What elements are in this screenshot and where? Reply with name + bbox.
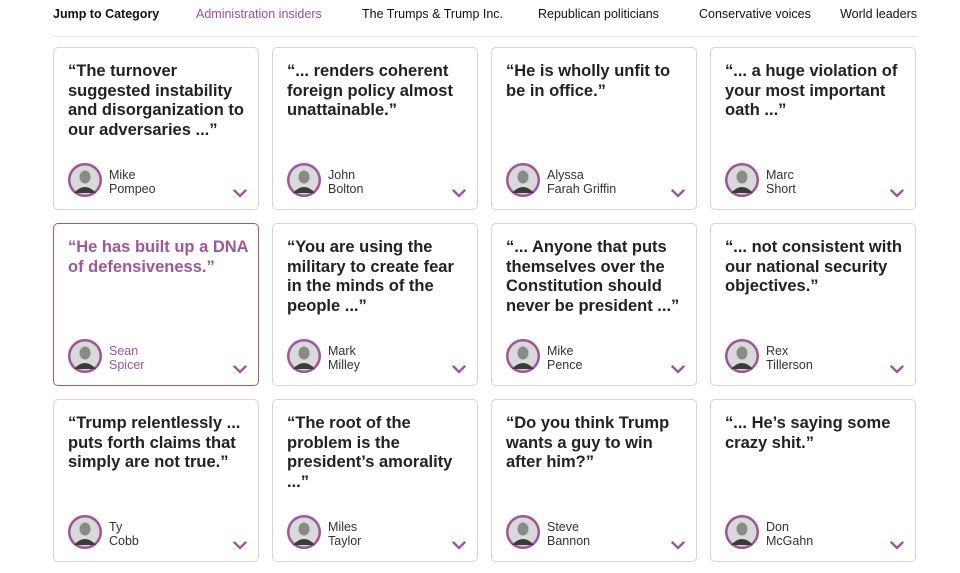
nav-link-administration-insiders[interactable]: Administration insiders (196, 7, 322, 21)
person-name: Mark Milley (328, 344, 360, 372)
quote-text: “He has built up a DNA of defensiveness.… (68, 238, 248, 276)
nav-link-world-leaders[interactable]: World leaders (840, 7, 917, 21)
person-name: Alyssa Farah Griffin (547, 168, 616, 196)
avatar (506, 515, 540, 549)
chevron-down-icon[interactable] (452, 537, 466, 550)
quote-text: “... renders coherent foreign policy alm… (287, 62, 453, 120)
chevron-down-icon[interactable] (233, 361, 247, 374)
first-name: Marc (766, 168, 794, 182)
nav-link-republican-politicians[interactable]: Republican politicians (538, 7, 659, 21)
jump-to-category-label: Jump to Category (53, 7, 160, 21)
chevron-down-icon[interactable] (890, 185, 904, 198)
chevron-down-icon[interactable] (671, 537, 685, 550)
quote-card-bannon[interactable]: “Do you think Trump wants a guy to win a… (491, 399, 697, 562)
chevron-down-icon[interactable] (233, 185, 247, 198)
quote-card-farah-griffin[interactable]: “He is wholly unfit to be in office.” Aly… (491, 47, 697, 210)
avatar (506, 339, 540, 373)
last-name: Spicer (109, 358, 145, 372)
quote-text: “... Anyone that puts themselves over th… (506, 238, 680, 315)
last-name: Pompeo (109, 182, 156, 196)
first-name: Mike (547, 344, 574, 358)
chevron-down-icon[interactable] (233, 537, 247, 550)
first-name: Steve (547, 520, 579, 534)
first-name: Rex (766, 344, 789, 358)
chevron-down-icon[interactable] (671, 361, 685, 374)
avatar (68, 163, 102, 197)
person-name: Mike Pompeo (109, 168, 156, 196)
person-name: Mike Pence (547, 344, 582, 372)
quote-card-spicer[interactable]: “He has built up a DNA of defensiveness.… (53, 223, 259, 386)
first-name: Mark (328, 344, 356, 358)
avatar (287, 339, 321, 373)
first-name: Mike (109, 168, 136, 182)
avatar (506, 163, 540, 197)
chevron-down-icon[interactable] (890, 361, 904, 374)
quote-card-tillerson[interactable]: “... not consistent with our national se… (710, 223, 916, 386)
last-name: Cobb (109, 534, 139, 548)
nav-link-conservative-voices[interactable]: Conservative voices (699, 7, 811, 21)
avatar (68, 515, 102, 549)
first-name: John (328, 168, 356, 182)
first-name: Sean (109, 344, 139, 358)
last-name: Farah Griffin (547, 182, 617, 196)
last-name: Pence (547, 358, 583, 372)
chevron-down-icon[interactable] (890, 537, 904, 550)
nav-link-trumps-trump-inc[interactable]: The Trumps & Trump Inc. (362, 7, 504, 21)
category-nav: Jump to Category Administration insiders… (53, 0, 917, 37)
avatar (725, 339, 759, 373)
quote-card-cobb[interactable]: “Trump relentlessly ... puts forth claim… (53, 399, 259, 562)
quote-text: “You are using the military to create fe… (287, 238, 454, 315)
avatar (287, 515, 321, 549)
last-name: Short (766, 182, 796, 196)
quote-card-bolton[interactable]: “... renders coherent foreign policy alm… (272, 47, 478, 210)
avatar (725, 515, 759, 549)
first-name: Ty (109, 520, 123, 534)
person-name: Steve Bannon (547, 520, 590, 548)
quote-text: “He is wholly unfit to be in office.” (506, 62, 671, 100)
quote-card-short[interactable]: “... a huge violation of your most impor… (710, 47, 916, 210)
quote-text: “Do you think Trump wants a guy to win a… (506, 414, 670, 472)
quote-card-pompeo[interactable]: “The turnover suggested instability and … (53, 47, 259, 210)
quote-text: “The root of the problem is the presiden… (287, 414, 453, 491)
quote-text: “... not consistent with our national se… (725, 238, 902, 296)
first-name: Don (766, 520, 789, 534)
last-name: Milley (328, 358, 360, 372)
quote-card-milley[interactable]: “You are using the military to create fe… (272, 223, 478, 386)
avatar (725, 163, 759, 197)
last-name: McGahn (766, 534, 814, 548)
chevron-down-icon[interactable] (671, 185, 685, 198)
quote-text: “Trump relentlessly ... puts forth claim… (68, 414, 241, 472)
avatar (68, 339, 102, 373)
last-name: Bolton (328, 182, 364, 196)
chevron-down-icon[interactable] (452, 361, 466, 374)
person-name: Miles Taylor (328, 520, 361, 548)
quote-card-mcgahn[interactable]: “... He’s saying some crazy shit.” Don McG… (710, 399, 916, 562)
last-name: Bannon (547, 534, 591, 548)
quote-text: “... He’s saying some crazy shit.” (725, 414, 891, 452)
person-name: Rex Tillerson (766, 344, 813, 372)
person-name: Ty Cobb (109, 520, 139, 548)
quote-text: “The turnover suggested instability and … (68, 62, 244, 139)
chevron-down-icon[interactable] (452, 185, 466, 198)
avatar (287, 163, 321, 197)
last-name: Tillerson (766, 358, 813, 372)
quote-card-grid: “The turnover suggested instability and … (53, 47, 917, 562)
quote-text: “... a huge violation of your most impor… (725, 62, 898, 120)
person-name: John Bolton (328, 168, 363, 196)
quote-card-pence[interactable]: “... Anyone that puts themselves over th… (491, 223, 697, 386)
first-name: Miles (328, 520, 358, 534)
quote-card-taylor[interactable]: “The root of the problem is the presiden… (272, 399, 478, 562)
person-name: Sean Spicer (109, 344, 144, 372)
person-name: Don McGahn (766, 520, 813, 548)
last-name: Taylor (328, 534, 362, 548)
person-name: Marc Short (766, 168, 796, 196)
first-name: Alyssa (547, 168, 584, 182)
